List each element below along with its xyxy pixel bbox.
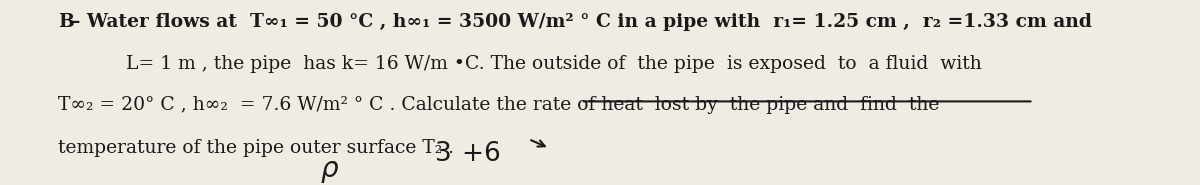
Text: $\mathit{3}$: $\mathit{3}$: [434, 141, 451, 166]
Text: temperature of the pipe outer surface T₂ .: temperature of the pipe outer surface T₂…: [58, 139, 454, 157]
Text: – Water flows at  T∞₁ = 50 °C , h∞₁ = 3500 W/m² ° C in a pipe with  r₁= 1.25 cm : – Water flows at T∞₁ = 50 °C , h∞₁ = 350…: [71, 13, 1092, 31]
Text: B: B: [58, 13, 74, 31]
Text: $\mathit{\rho}$: $\mathit{\rho}$: [319, 158, 338, 184]
Text: $\mathit{+6}$: $\mathit{+6}$: [461, 141, 500, 166]
Text: L= 1 m , the pipe  has k= 16 W/m •C. The outside of  the pipe  is exposed  to  a: L= 1 m , the pipe has k= 16 W/m •C. The …: [126, 55, 982, 73]
Text: T∞₂ = 20° C , h∞₂  = 7.6 W/m² ° C . Calculate the rate of heat  lost by  the pip: T∞₂ = 20° C , h∞₂ = 7.6 W/m² ° C . Calcu…: [58, 96, 940, 114]
